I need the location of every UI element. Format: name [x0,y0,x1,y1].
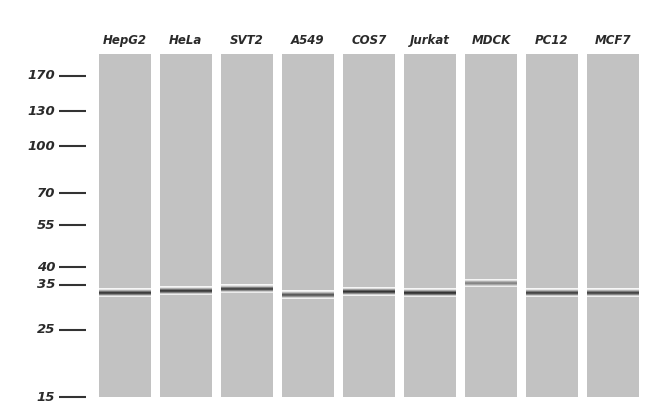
Bar [99,54,151,397]
Text: 25: 25 [37,323,55,336]
Text: HepG2: HepG2 [103,34,147,47]
Bar [465,54,517,397]
Text: PC12: PC12 [535,34,569,47]
Bar [343,54,395,397]
Text: 40: 40 [37,261,55,274]
Text: 100: 100 [27,140,55,153]
Text: 15: 15 [37,390,55,404]
Bar [587,54,639,397]
Text: MDCK: MDCK [471,34,510,47]
Bar [159,54,212,397]
Text: 70: 70 [37,187,55,200]
Text: 130: 130 [27,105,55,118]
Text: MCF7: MCF7 [595,34,631,47]
Text: 170: 170 [27,69,55,82]
Bar [526,54,578,397]
Text: SVT2: SVT2 [230,34,264,47]
Bar [220,54,273,397]
Text: HeLa: HeLa [169,34,202,47]
Text: 35: 35 [37,278,55,291]
Text: Jurkat: Jurkat [410,34,450,47]
Text: A549: A549 [291,34,324,47]
Bar [404,54,456,397]
Bar [281,54,334,397]
Text: COS7: COS7 [351,34,387,47]
Text: 55: 55 [37,219,55,232]
